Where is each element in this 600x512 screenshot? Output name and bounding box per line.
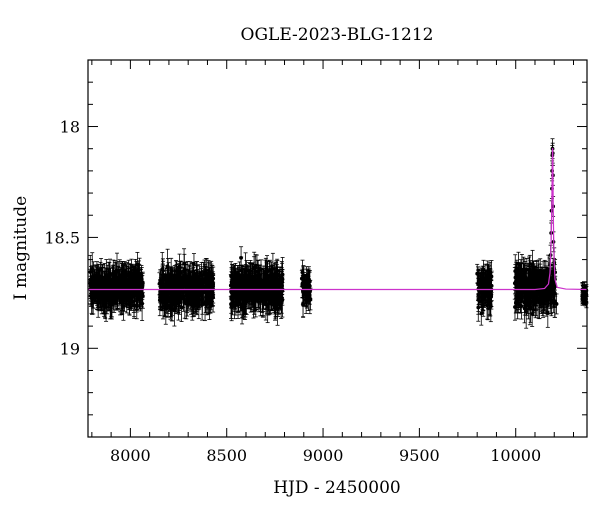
data-point-group (99, 275, 104, 299)
data-point (100, 280, 105, 284)
data-point-group (113, 278, 118, 311)
data-point (99, 297, 104, 302)
data-point (180, 280, 185, 284)
data-point (201, 277, 206, 282)
data-point (182, 269, 187, 273)
data-point (205, 281, 210, 286)
data-point-group (104, 267, 109, 297)
data-point (163, 299, 168, 304)
data-point-group (117, 270, 122, 300)
data-point (239, 255, 243, 260)
data-point (94, 288, 99, 293)
data-point (104, 280, 109, 284)
data-point-group (134, 278, 139, 313)
data-point (157, 281, 162, 286)
chart-title: OGLE-2023-BLG-1212 (241, 25, 434, 45)
data-point-group (117, 277, 122, 306)
data-point (113, 292, 118, 297)
data-point-group (97, 269, 102, 293)
data-point (134, 293, 139, 298)
data-point (172, 284, 177, 289)
data-point (99, 284, 104, 289)
data-point (121, 294, 125, 299)
data-point (164, 293, 169, 297)
data-point (179, 294, 184, 299)
data-point (127, 284, 132, 289)
data-point (105, 284, 109, 289)
data-point-group (127, 276, 132, 298)
plot-area (88, 138, 589, 329)
data-point (97, 279, 101, 283)
data-point (90, 266, 95, 271)
data-point (195, 282, 200, 287)
data-point (184, 301, 189, 306)
data-point (207, 301, 212, 306)
data-point (88, 270, 93, 274)
data-point (122, 285, 127, 289)
data-point (161, 274, 165, 278)
data-point (190, 301, 195, 306)
data-point (196, 289, 201, 294)
data-point (117, 282, 122, 287)
data-point (132, 279, 137, 284)
data-point (117, 289, 122, 294)
data-point (187, 283, 192, 287)
data-point-group (104, 273, 109, 299)
data-point-group (132, 266, 137, 296)
data-point-group (122, 273, 127, 301)
